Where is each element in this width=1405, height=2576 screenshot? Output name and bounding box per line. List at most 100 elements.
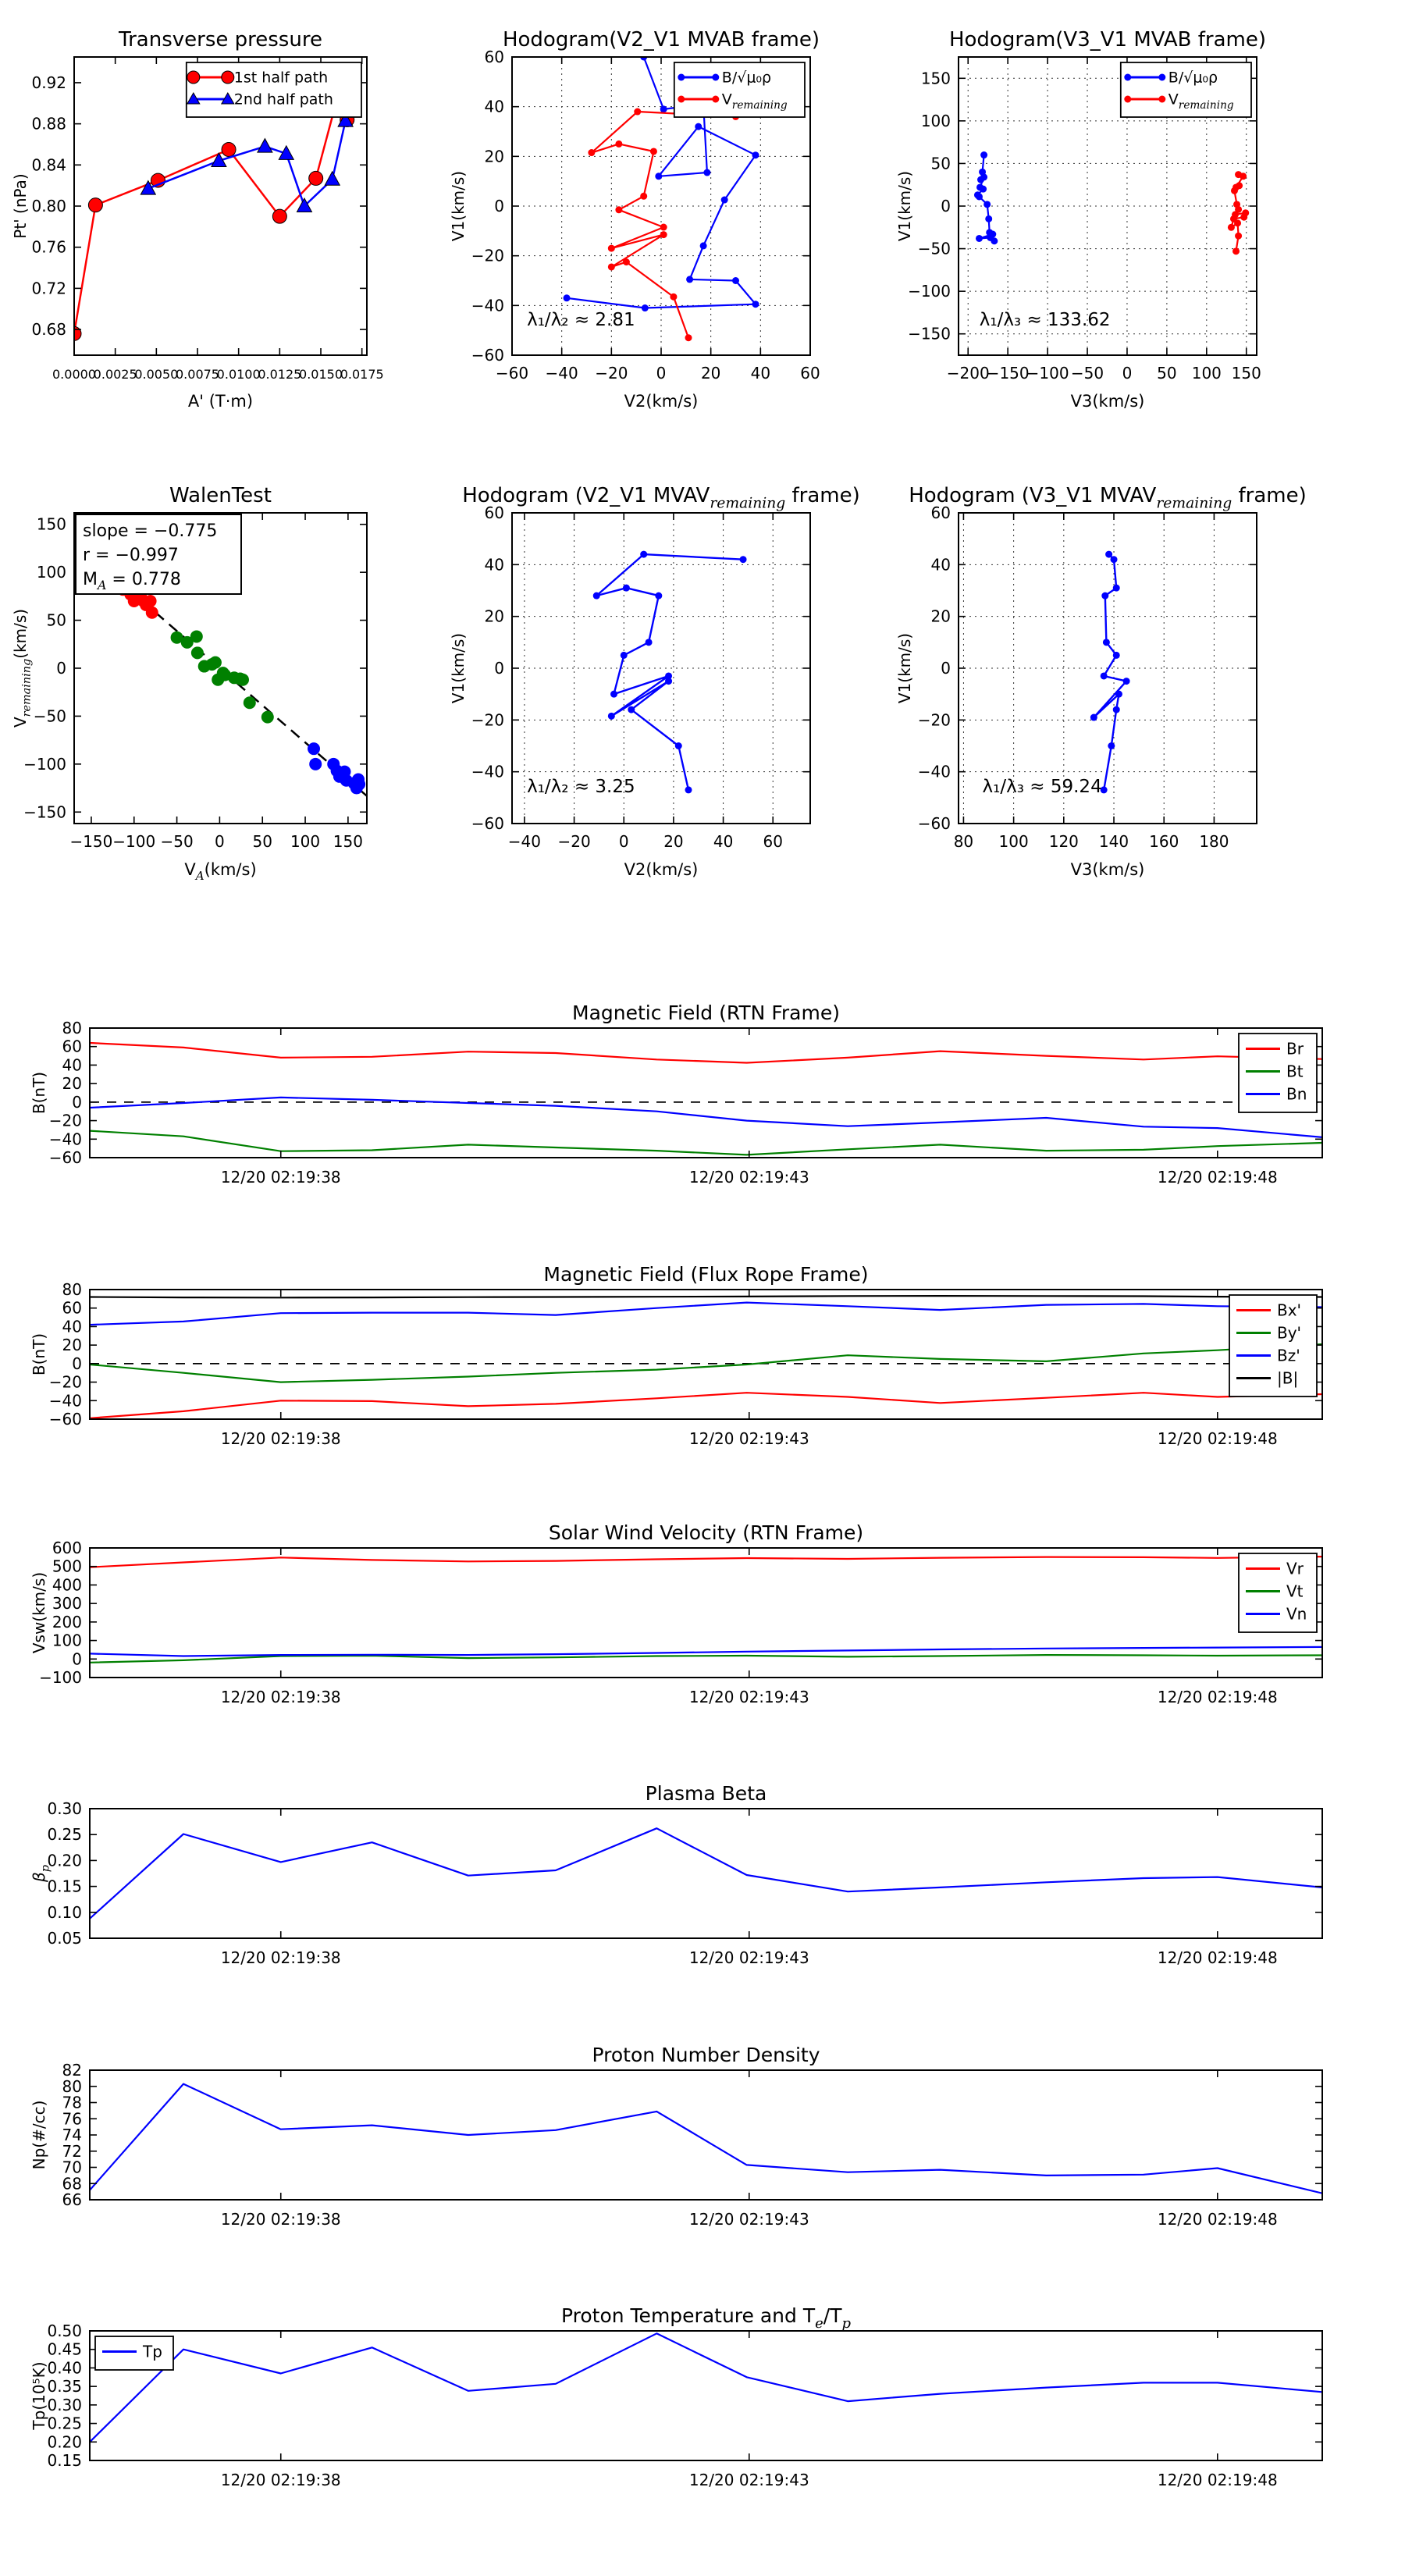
walen-stats-box: slope = −0.775 r = −0.997 MA = 0.778 [75,514,242,595]
series-Br-line [90,1041,1322,1064]
series-group [1090,550,1130,794]
series-V hodogram-point [592,592,600,600]
plot-title: Magnetic Field (Flux Rope Frame) [543,1263,868,1286]
x-tick-label: 40 [751,364,770,382]
series-V hodogram-point [665,678,673,685]
x-tick-label: 0 [656,364,667,382]
series-group [90,1556,1322,1663]
x-tick-label: 150 [1232,364,1261,382]
plot-p6: 80 100 120 140 160 180 −60 −40 −20 0 20 40 60Hodogra… [895,484,1307,879]
y-tick-label: 20 [62,1336,82,1354]
y-tick-label: 40 [62,1055,82,1074]
series-V hodogram-point [1102,639,1110,646]
x-tick-label: −40 [546,364,578,382]
series-middle points-point [237,673,250,686]
series-B/√μ₀ρ-point [752,151,759,159]
legend-label: Bx' [1277,1300,1301,1319]
legend-label: 1st half path [234,69,328,86]
y-tick-label: 0.50 [47,2322,82,2340]
series-V_remaining-point [1234,219,1242,227]
y-tick-label: −40 [471,763,504,781]
x-tick-label: 0 [619,832,629,851]
axis-ticks [90,1808,1322,1939]
series-middle points-point [170,631,183,644]
x-tick-label: 160 [1149,832,1179,851]
y-tick-label: 68 [62,2174,82,2193]
series-middle points-point [180,635,194,649]
y-tick-label: 20 [931,607,951,626]
series-V hodogram-point [674,742,682,749]
y-tick-label: 0.76 [31,238,66,257]
series-V hodogram-point [739,556,747,564]
y-tick-label: 74 [62,2126,82,2144]
series-B/√μ₀ρ-point [975,234,983,242]
legend-label: Bn [1286,1084,1307,1103]
y-tick-label: 0.20 [47,2432,82,2451]
series-V hodogram-point [665,672,673,680]
y-tick-label: 200 [52,1613,82,1631]
x-tick-label: 12/20 02:19:38 [221,1948,341,1967]
y-tick-label: −60 [49,1148,82,1167]
y-tick-label: 80 [62,1280,82,1299]
grid-lines [959,57,1257,355]
x-tick-label: 100 [1192,364,1222,382]
series-V_remaining-point [1227,223,1235,231]
x-tick-label: 20 [663,832,683,851]
series-V hodogram-point [1112,706,1120,713]
series-1st half path-point [272,208,287,224]
x-tick-label: 12/20 02:19:48 [1158,1168,1278,1187]
y-tick-label: 20 [485,607,504,626]
plot-p2: −60 −40 −20 0 20 40 60−60−40−200204060Hodogram… [449,28,820,411]
legend-label: Vremaining [1168,91,1234,111]
annotation-lambda: λ₁/λ₃ ≈ 133.62 [980,310,1111,330]
series-B/√μ₀ρ-point [980,173,988,181]
series-V hodogram-point [1122,678,1130,685]
series-V_remaining-point [1232,247,1240,255]
series-2nd half points-point [309,757,322,770]
series-2nd half points-point [308,742,321,756]
series-B/√μ₀ρ-point [980,151,988,159]
y-tick-label: 0.45 [47,2340,82,2359]
axis-ticks [512,512,810,824]
y-tick-label: 100 [52,1631,82,1650]
y-tick-label: −60 [918,814,951,833]
annotation-lambda: λ₁/λ₃ ≈ 59.24 [983,777,1102,797]
x-tick-label: 180 [1199,832,1229,851]
y-tick-label: 0.40 [47,2358,82,2377]
legend: B/√μ₀ρ Vremaining [1119,62,1252,118]
x-tick-label: 12/20 02:19:43 [689,2210,809,2229]
x-tick-label: 12/20 02:19:43 [689,1429,809,1448]
series-2nd half path-point [324,170,341,186]
legend-label: B/√μ₀ρ [722,69,771,86]
series-2nd half path-point [211,151,227,168]
series-V_remaining-point [634,108,642,116]
y-tick-label: −40 [471,296,504,315]
axis-ticks [90,1547,1322,1678]
y-tick-label: −50 [918,240,951,258]
x-tick-label: 0.0150 [299,367,343,382]
series-B/√μ₀ρ-point [641,304,649,312]
y-tick-label: 0.88 [31,115,66,133]
axis-ticks [90,2330,1322,2461]
series-B/√μ₀ρ-point [563,294,571,302]
y-tick-label: 40 [485,555,504,574]
series-V hodogram-point [1108,742,1115,749]
x-tick-label: 0 [215,832,225,851]
series-1st half points-point [144,595,157,608]
series-2nd half path-point [337,112,354,127]
x-tick-label: −200 [947,364,990,382]
y-tick-label: 300 [52,1594,82,1613]
axis-ticks [90,1027,1322,1158]
series-group [90,1827,1322,1920]
y-tick-label: −20 [49,1112,82,1130]
x-tick-label: 0.0075 [176,367,219,382]
y-tick-label: 80 [62,2077,82,2096]
axis-ticks [73,57,367,355]
series-B/√μ₀ρ-point [980,185,987,193]
series-group [973,151,1250,255]
y-axis-label: Vremaining(km/s) [11,609,34,728]
series-V_remaining-point [607,244,615,252]
